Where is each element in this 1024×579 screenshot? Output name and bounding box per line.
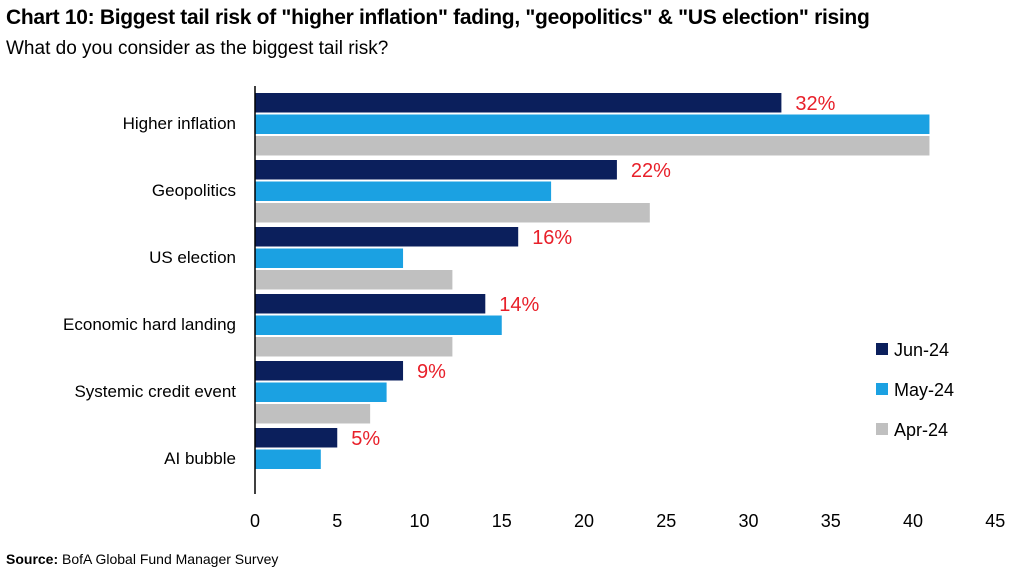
- source-label: Source:: [6, 551, 59, 567]
- data-label: 16%: [532, 227, 572, 249]
- bar: [255, 114, 930, 134]
- bar: [255, 337, 453, 357]
- bar: [255, 93, 782, 113]
- bar: [255, 428, 338, 448]
- bar: [255, 136, 930, 156]
- x-tick-label: 15: [492, 511, 512, 531]
- category-label: US election: [149, 248, 236, 267]
- data-label: 22%: [631, 160, 671, 182]
- legend-swatch: [876, 343, 888, 355]
- bar: [255, 160, 617, 180]
- bar: [255, 270, 453, 290]
- category-label: Economic hard landing: [63, 315, 236, 334]
- data-label: 32%: [795, 93, 835, 115]
- bar: [255, 227, 519, 247]
- x-tick-label: 5: [332, 511, 342, 531]
- x-tick-label: 0: [250, 511, 260, 531]
- x-tick-label: 30: [738, 511, 758, 531]
- legend-label: May-24: [894, 380, 954, 400]
- chart-subtitle: What do you consider as the biggest tail…: [6, 38, 389, 59]
- bar: [255, 361, 404, 381]
- x-tick-label: 25: [656, 511, 676, 531]
- bar: [255, 181, 552, 201]
- legend-swatch: [876, 423, 888, 435]
- category-label: Higher inflation: [123, 114, 236, 133]
- category-label: AI bubble: [164, 449, 236, 468]
- bar: [255, 315, 502, 335]
- bar: [255, 248, 404, 268]
- category-label: Systemic credit event: [74, 382, 236, 401]
- legend-label: Apr-24: [894, 420, 948, 440]
- legend-swatch: [876, 383, 888, 395]
- x-tick-label: 20: [574, 511, 594, 531]
- data-label: 5%: [351, 428, 380, 450]
- bar: [255, 203, 650, 223]
- category-label: Geopolitics: [152, 181, 236, 200]
- bar: [255, 449, 321, 469]
- bar: [255, 294, 486, 314]
- x-tick-label: 45: [985, 511, 1005, 531]
- chart-title: Chart 10: Biggest tail risk of "higher i…: [6, 6, 870, 29]
- legend-label: Jun-24: [894, 340, 949, 360]
- source-text: BofA Global Fund Manager Survey: [62, 551, 279, 567]
- x-tick-label: 40: [903, 511, 923, 531]
- source-note: Source: BofA Global Fund Manager Survey: [6, 551, 278, 567]
- x-tick-label: 35: [821, 511, 841, 531]
- bar: [255, 404, 371, 424]
- data-label: 9%: [417, 361, 446, 383]
- x-tick-label: 10: [409, 511, 429, 531]
- data-label: 14%: [499, 294, 539, 316]
- bar: [255, 382, 387, 402]
